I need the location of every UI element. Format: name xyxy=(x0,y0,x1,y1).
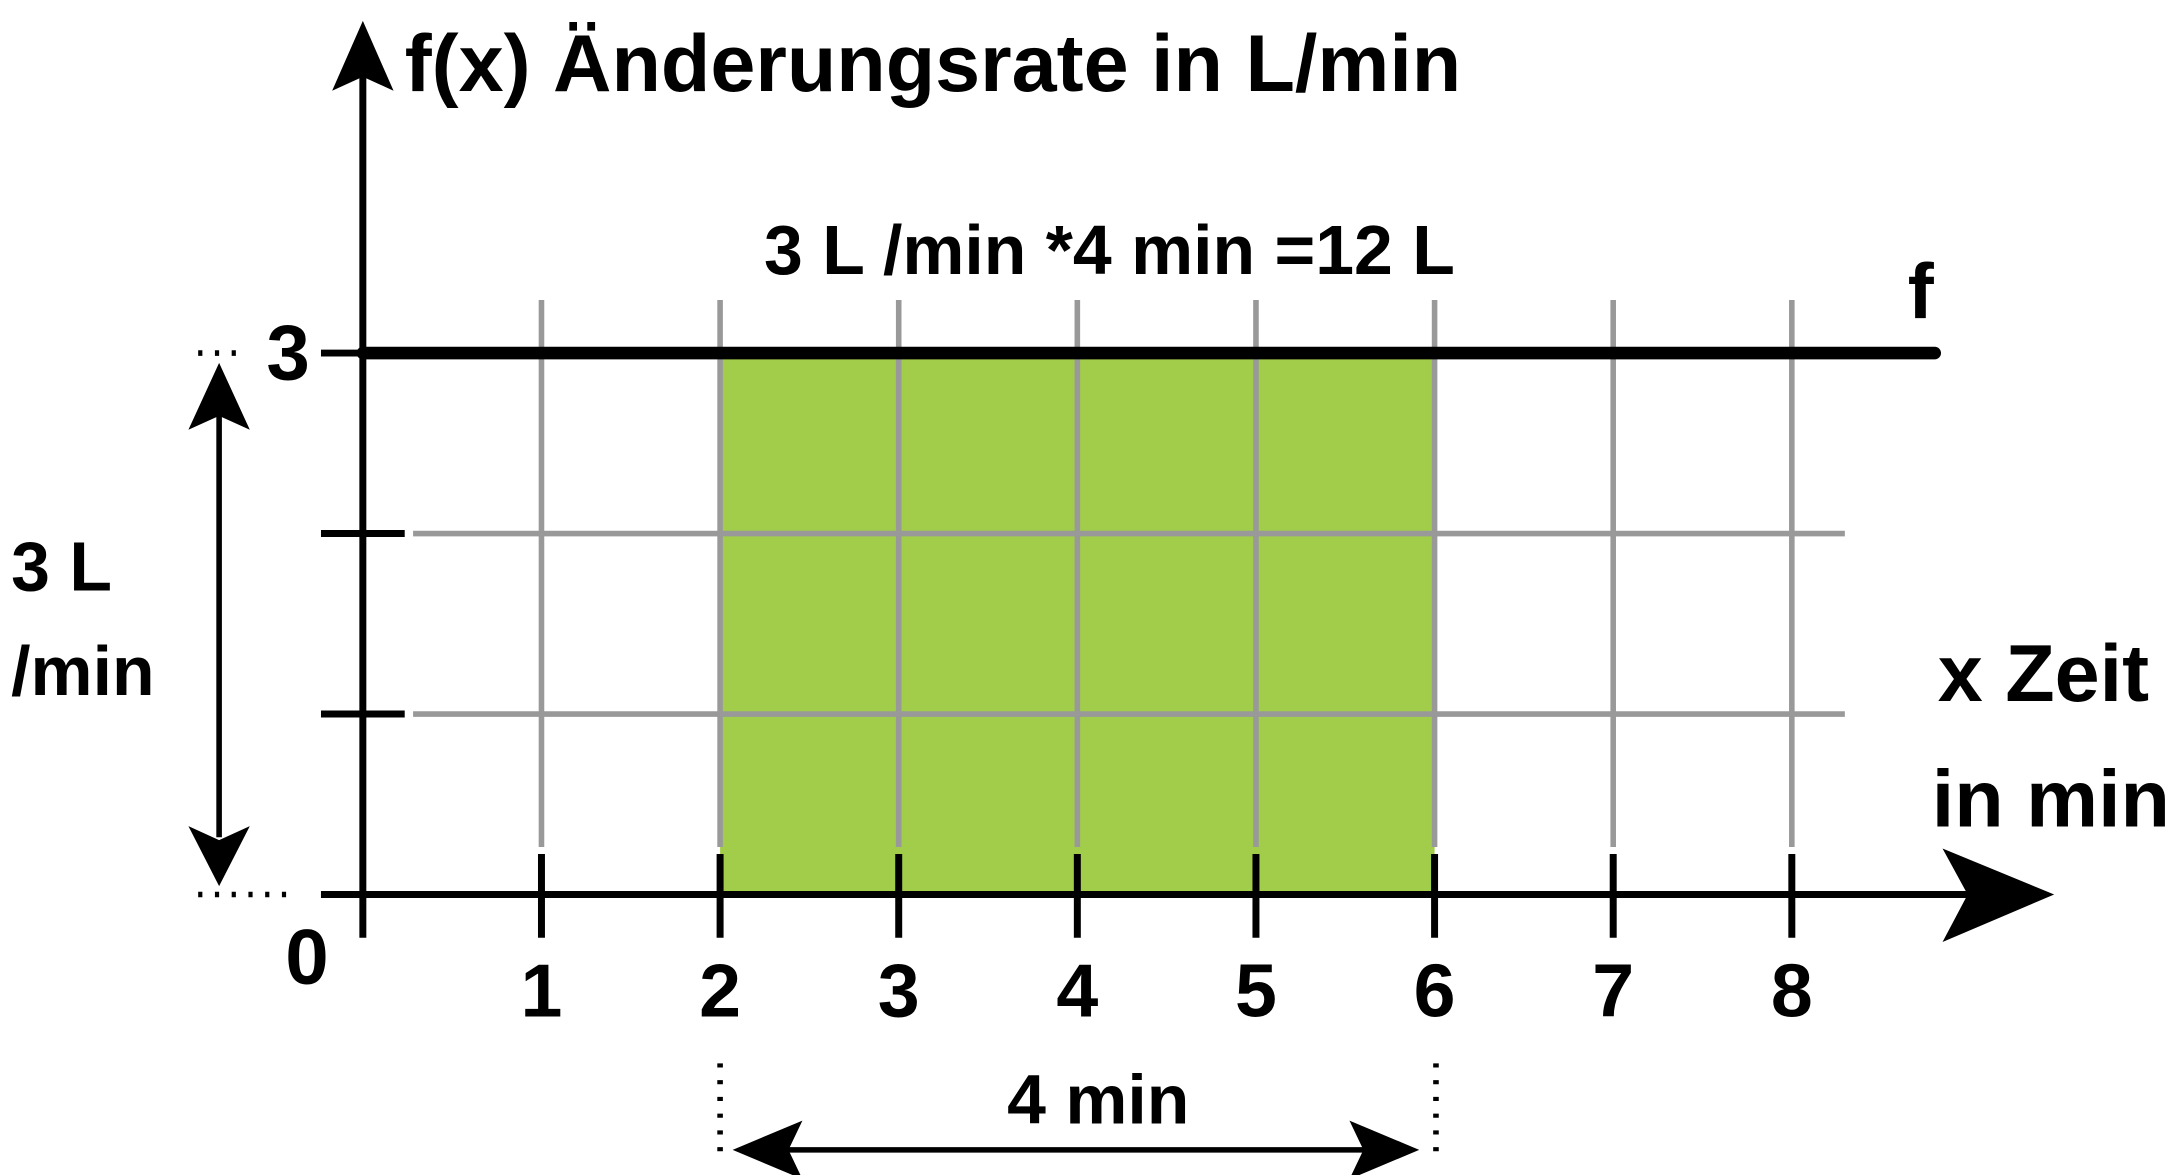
series-label: f xyxy=(1908,247,1935,335)
x-tick-label: 3 xyxy=(878,948,920,1032)
x-tick-label: 4 xyxy=(1056,948,1098,1032)
x-axis-arrow xyxy=(1942,848,2055,942)
height-annotation: 3 L xyxy=(11,528,112,606)
y-tick-label: 3 xyxy=(266,308,309,396)
y-axis-arrow xyxy=(332,20,394,91)
product-annotation: 3 L /min *4 min =12 L xyxy=(764,211,1455,289)
arrow-head xyxy=(732,1120,803,1175)
y-tick-label: 0 xyxy=(285,913,328,1001)
x-axis-label: x Zeit xyxy=(1938,629,2149,719)
width-annotation: 4 min xyxy=(1007,1061,1189,1139)
arrow-head xyxy=(188,362,250,430)
arrow-head xyxy=(188,826,250,887)
x-axis-label: in min xyxy=(1932,755,2170,845)
x-tick-label: 2 xyxy=(699,948,741,1032)
x-tick-label: 5 xyxy=(1235,948,1277,1032)
x-tick-label: 1 xyxy=(521,948,563,1032)
height-annotation: /min xyxy=(11,632,154,710)
y-axis-label: f(x) Änderungsrate in L/min xyxy=(405,19,1462,109)
x-tick-label: 7 xyxy=(1592,948,1634,1032)
x-tick-label: 6 xyxy=(1414,948,1456,1032)
x-tick-label: 8 xyxy=(1771,948,1813,1032)
arrow-head xyxy=(1349,1120,1420,1175)
background-layer xyxy=(413,300,1845,895)
